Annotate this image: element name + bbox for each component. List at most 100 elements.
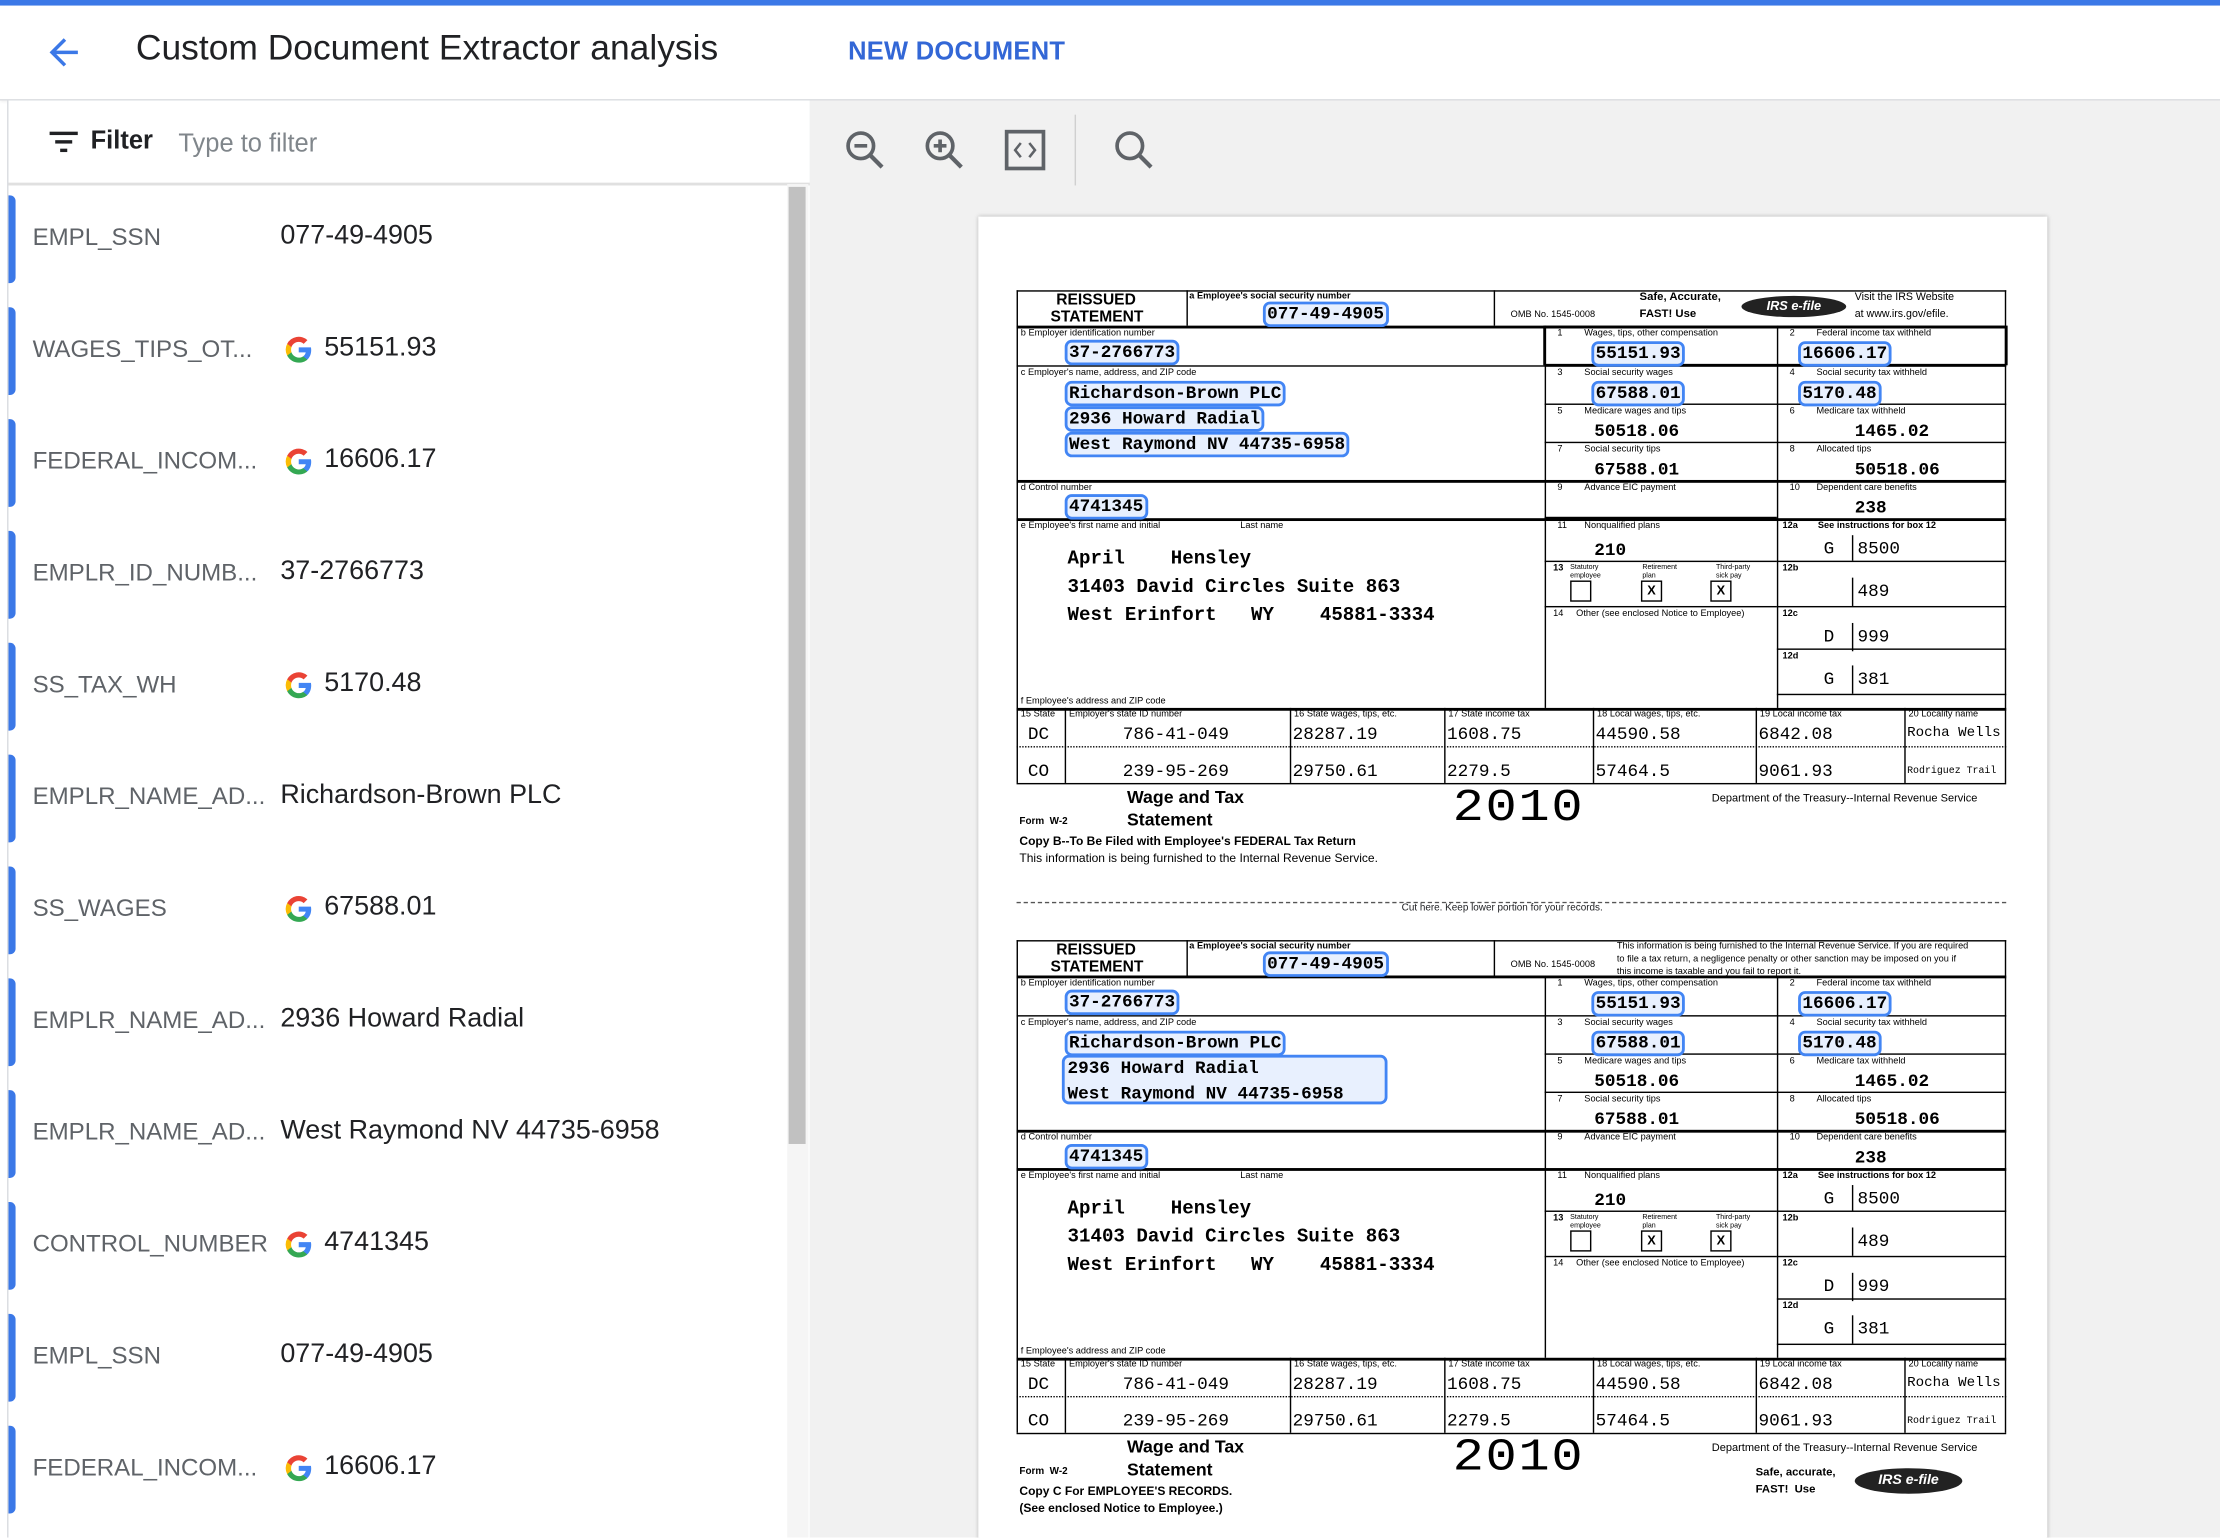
box12-code: G — [1823, 669, 1835, 690]
state-header: 19 Local income tax — [1759, 1359, 1842, 1370]
entity-row[interactable]: FEDERAL_INCOM... 16606.17 — [8, 1420, 787, 1532]
form-rule — [1289, 1357, 1292, 1433]
box12-value: 999 — [1857, 1277, 1890, 1297]
box-label: Dependent care benefits — [1816, 1132, 1917, 1143]
ein-value[interactable]: 37-2766773 — [1064, 339, 1180, 366]
box13-checkbox[interactable] — [1570, 580, 1592, 602]
box-value: 238 — [1854, 498, 1887, 519]
control-value[interactable]: 4741345 — [1064, 494, 1148, 520]
search-button[interactable] — [1110, 126, 1158, 174]
box-value[interactable]: 5170.48 — [1798, 380, 1881, 407]
zoom-in-button[interactable] — [920, 126, 968, 174]
filter-input[interactable] — [175, 121, 748, 165]
box-label: Dependent care benefits — [1816, 482, 1917, 493]
employer-label: c Employer's name, address, and ZIP code — [1020, 1017, 1197, 1028]
state-cell: DC — [1027, 1374, 1050, 1395]
row-indicator — [8, 307, 16, 396]
state-header: 15 State — [1020, 1359, 1056, 1370]
google-icon — [283, 1229, 314, 1260]
box13-checkbox[interactable]: X — [1710, 1230, 1732, 1252]
box12-code: D — [1823, 1277, 1835, 1297]
form-rule — [1851, 1227, 1854, 1256]
new-document-button[interactable]: NEW DOCUMENT — [848, 36, 1066, 66]
box-label: Social security wages — [1584, 368, 1673, 379]
box13-checkbox[interactable]: X — [1640, 580, 1663, 602]
state-cell: 2279.5 — [1446, 1411, 1511, 1432]
box13-checkbox[interactable] — [1570, 1230, 1592, 1252]
employer-address-highlight[interactable] — [1061, 1054, 1388, 1105]
form-rule — [1851, 622, 1854, 652]
ssn-label: a Employee's social security number — [1189, 291, 1351, 302]
entity-row[interactable]: SS_TAX_WH 5170.48 — [8, 637, 787, 749]
form-rule — [1016, 940, 1018, 1433]
top-accent-bar — [0, 0, 2220, 6]
entity-row[interactable]: FEDERAL_INCOM... 16606.17 — [8, 413, 787, 525]
entity-row[interactable]: EMPLR_ID_NUMB... 37-2766773 — [8, 525, 787, 637]
copy-line-2: This information is being furnished to t… — [1019, 850, 1378, 866]
box-value[interactable]: 55151.93 — [1591, 341, 1685, 367]
fit-page-icon — [1004, 129, 1046, 171]
entity-value: 077-49-4905 — [280, 220, 433, 251]
scrollbar-thumb[interactable] — [788, 186, 806, 1144]
box-value[interactable]: 55151.93 — [1591, 991, 1685, 1017]
box13-checkbox[interactable]: X — [1710, 580, 1732, 602]
box12-title: See instructions for box 12 — [1817, 1170, 1937, 1181]
control-value[interactable]: 4741345 — [1064, 1143, 1148, 1170]
back-button[interactable] — [42, 31, 84, 73]
entity-row[interactable]: EMPLR_NAME_AD... 2936 Howard Radial — [8, 973, 787, 1085]
box-value[interactable]: 67588.01 — [1591, 380, 1685, 407]
employer-line[interactable]: 2936 Howard Radial — [1064, 406, 1265, 432]
ssn-value[interactable]: 077-49-4905 — [1262, 301, 1389, 328]
box-value: 1465.02 — [1854, 1071, 1930, 1092]
filter-icon[interactable] — [49, 130, 78, 153]
entity-label: WAGES_TIPS_OT... — [32, 335, 253, 363]
box-number: 2 — [1789, 328, 1795, 339]
row-indicator — [8, 419, 16, 507]
reissued-text: REISSUED — [1056, 291, 1136, 309]
box-value: 67588.01 — [1594, 460, 1680, 480]
box13-label: Retirement plan — [1642, 1213, 1677, 1231]
state-cell: 28287.19 — [1292, 1374, 1378, 1395]
box-value[interactable]: 16606.17 — [1798, 991, 1892, 1017]
ein-value[interactable]: 37-2766773 — [1064, 989, 1180, 1016]
box12-code: D — [1823, 627, 1835, 648]
box-number: 1 — [1557, 978, 1563, 989]
entity-label: EMPLR_NAME_AD... — [32, 1006, 266, 1034]
entity-row[interactable]: EMPL_SSN 077-49-4905 — [8, 190, 787, 302]
box-number: 10 — [1789, 1132, 1800, 1143]
box12-number: 12b — [1782, 563, 1799, 574]
entity-row[interactable]: WAGES_TIPS_OT... 55151.93 — [8, 302, 787, 414]
entity-row[interactable]: CONTROL_NUMBER 4741345 — [8, 1196, 787, 1308]
box-value[interactable]: 16606.17 — [1798, 341, 1892, 367]
box-value[interactable]: 67588.01 — [1591, 1030, 1685, 1057]
zoom-out-button[interactable] — [841, 126, 889, 174]
entity-label: CONTROL_NUMBER — [32, 1230, 268, 1258]
entity-row[interactable]: EMPL_SSN 077-49-4905 — [8, 1308, 787, 1420]
omb-number: OMB No. 1545-0008 — [1510, 310, 1596, 320]
box13-checkbox[interactable]: X — [1640, 1230, 1663, 1252]
form-rule — [1016, 518, 2007, 521]
state-cell: 1608.75 — [1446, 1374, 1522, 1395]
box-value[interactable]: 5170.48 — [1798, 1030, 1881, 1057]
entity-row[interactable]: EMPLR_NAME_AD... West Raymond NV 44735-69… — [8, 1085, 787, 1197]
employee-name-label: e Employee's first name and initial — [1020, 521, 1161, 531]
employer-line[interactable]: Richardson-Brown PLC — [1064, 1030, 1286, 1057]
form-rule — [2004, 325, 2008, 366]
employer-line[interactable]: Richardson-Brown PLC — [1064, 380, 1286, 407]
box13-label: Third-party sick pay — [1715, 1213, 1751, 1231]
ssn-value[interactable]: 077-49-4905 — [1262, 951, 1389, 977]
google-icon — [283, 670, 314, 701]
fit-page-button[interactable] — [1001, 126, 1049, 174]
employer-line[interactable]: West Raymond NV 44735-6958 — [1064, 431, 1350, 458]
box12-value: 999 — [1857, 627, 1890, 648]
box13-label: Statutory employee — [1570, 1213, 1601, 1231]
form-rule — [1016, 782, 2007, 785]
entity-row[interactable]: EMPLR_NAME_AD... Richardson-Brown PLC — [8, 749, 787, 861]
entity-row[interactable]: SS_WAGES 67588.01 — [8, 861, 787, 973]
form-rule — [1851, 665, 1854, 694]
box-label: Advance EIC payment — [1584, 482, 1676, 493]
reissued-text: REISSUED — [1056, 941, 1136, 959]
box13-label: Statutory employee — [1570, 563, 1601, 581]
row-indicator — [8, 1425, 16, 1514]
